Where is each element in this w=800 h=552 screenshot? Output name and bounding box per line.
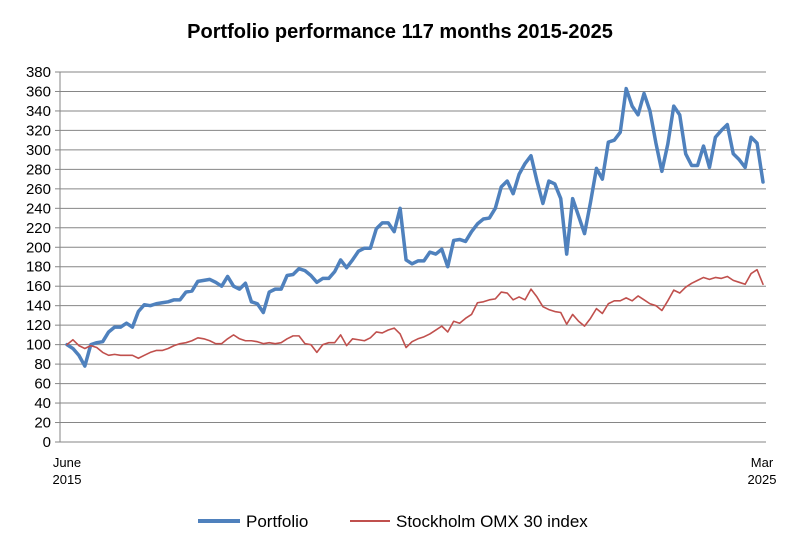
y-axis-tick-labels: 0 20 40 60 80 100 120 140 160 180 200 220 240 260 280 3… bbox=[26, 64, 51, 451]
y-tick-label: 160 bbox=[26, 278, 51, 295]
y-tick-label: 40 bbox=[34, 395, 51, 412]
gridlines bbox=[60, 71, 766, 424]
y-tick-label: 380 bbox=[26, 64, 51, 81]
chart-title: Portfolio performance 117 months 2015-20… bbox=[187, 21, 613, 43]
axes bbox=[55, 71, 766, 443]
y-tick-label: 120 bbox=[26, 317, 51, 334]
series-lines bbox=[65, 86, 765, 368]
y-tick-label: 100 bbox=[26, 337, 51, 354]
series-line-portfolio bbox=[65, 86, 765, 368]
series-line-omx30 bbox=[66, 268, 764, 360]
y-tick-label: 260 bbox=[26, 181, 51, 198]
y-tick-label: 20 bbox=[34, 415, 51, 432]
y-tick-label: 360 bbox=[26, 83, 51, 100]
y-tick-label: 60 bbox=[34, 376, 51, 393]
x-tick-label-end-month: Mar bbox=[751, 455, 774, 470]
y-tick-label: 280 bbox=[26, 161, 51, 178]
y-tick-label: 140 bbox=[26, 298, 51, 315]
y-tick-label: 240 bbox=[26, 200, 51, 217]
y-tick-label: 180 bbox=[26, 259, 51, 276]
legend: Portfolio Stockholm OMX 30 index bbox=[198, 512, 588, 531]
x-axis-tick-labels: June 2015 Mar 2025 bbox=[53, 455, 777, 487]
y-tick-label: 300 bbox=[26, 142, 51, 159]
y-tick-label: 0 bbox=[43, 434, 51, 451]
y-tick-label: 320 bbox=[26, 122, 51, 139]
legend-label-portfolio: Portfolio bbox=[246, 512, 308, 531]
y-tick-label: 200 bbox=[26, 239, 51, 256]
y-tick-label: 220 bbox=[26, 220, 51, 237]
legend-label-omx30: Stockholm OMX 30 index bbox=[396, 512, 588, 531]
y-tick-label: 80 bbox=[34, 356, 51, 373]
y-tick-label: 340 bbox=[26, 103, 51, 120]
x-tick-label-end-year: 2025 bbox=[748, 472, 777, 487]
x-tick-label-start-year: 2015 bbox=[53, 472, 82, 487]
x-tick-label-start-month: June bbox=[53, 455, 81, 470]
